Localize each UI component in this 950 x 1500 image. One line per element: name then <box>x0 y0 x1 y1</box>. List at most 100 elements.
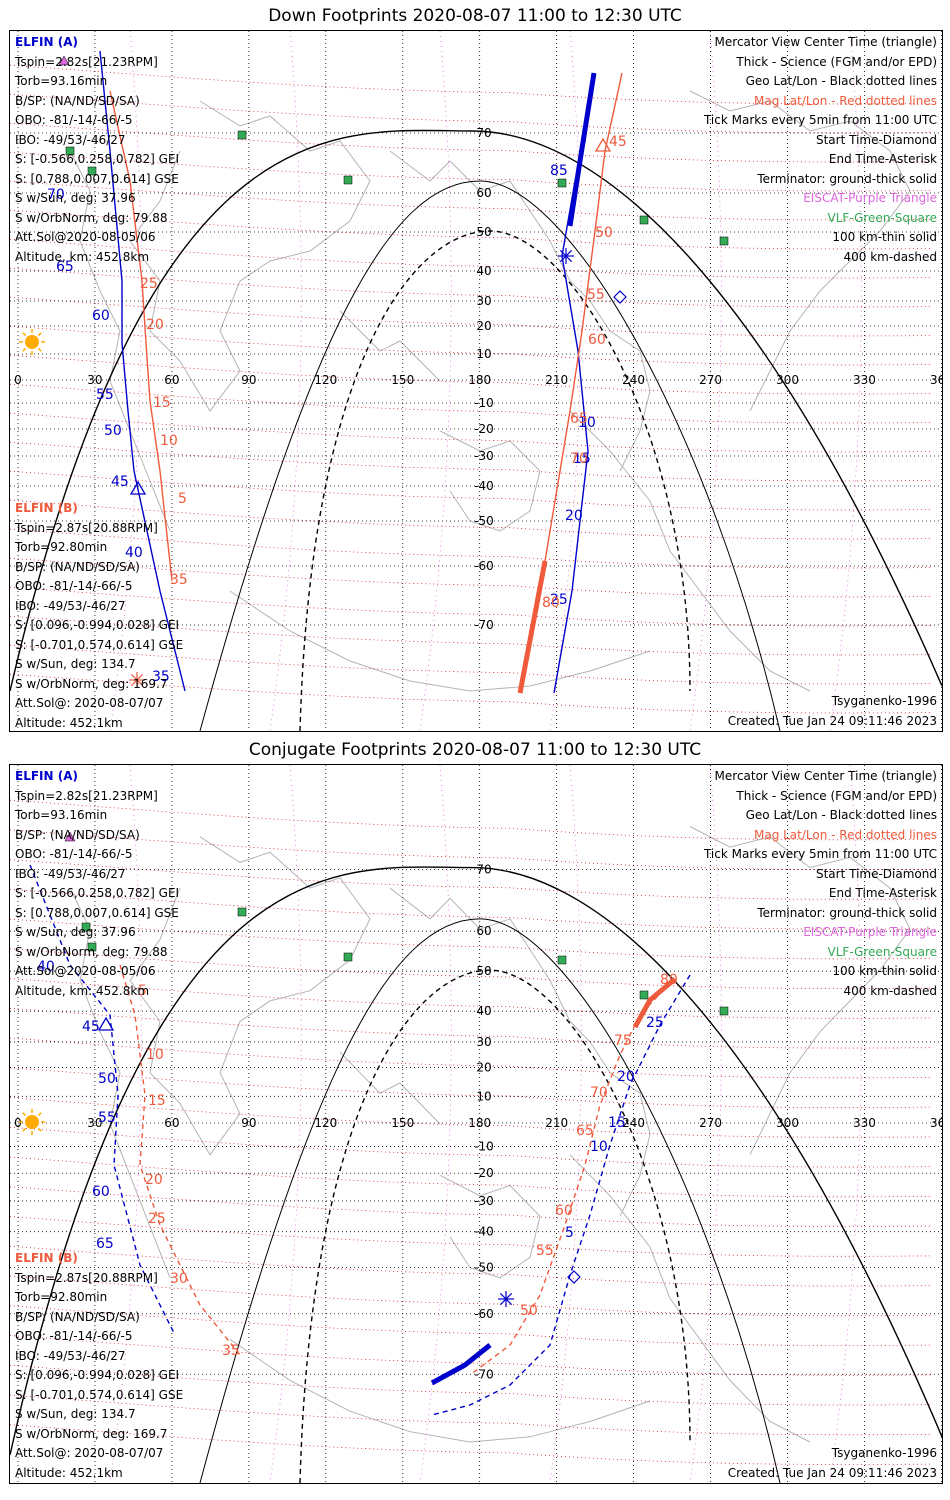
lon-tick-label: 360 <box>930 373 942 387</box>
panel-title: Down Footprints 2020-08-07 11:00 to 12:3… <box>268 6 682 26</box>
legend-item: VLF-Green-Square <box>827 944 937 959</box>
lon-tick-label: 300 <box>776 373 799 387</box>
terminator-400km <box>299 969 691 1483</box>
lat-tick-label: -10 <box>474 1140 494 1154</box>
mag-lat-line <box>10 1364 931 1406</box>
mag-lat-line <box>10 1067 931 1109</box>
vlf-square <box>557 178 567 188</box>
legend-item: Terminator: ground-thick solid <box>757 171 937 186</box>
lat-tick-label: 40 <box>476 1004 491 1018</box>
track-tick-label: 10 <box>160 433 178 449</box>
legend-item: Geo Lat/Lon - Black dotted lines <box>745 74 937 88</box>
track-tick-label: 60 <box>555 1203 573 1219</box>
lat-tick-label: 10 <box>476 347 491 361</box>
track-tick-label: 25 <box>140 276 158 292</box>
elfin-a-down-track <box>99 50 186 692</box>
track-tick-label: 55 <box>536 1243 554 1259</box>
legend-item: VLF-Green-Square <box>827 210 937 225</box>
track-tick-label: 5 <box>138 983 147 999</box>
terminator-ground <box>10 129 942 692</box>
mag-lat-line <box>10 1305 931 1346</box>
info-line: IBO: -49/53/-46/27 <box>15 866 126 881</box>
lat-tick-label: -40 <box>474 479 494 493</box>
lat-tick-label: 40 <box>476 264 491 278</box>
legend-item: EISCAT-Purple Triangle <box>803 191 937 205</box>
legend-item: Mercator View Center Time (triangle) <box>714 35 937 49</box>
info-line: B/SP: (NA/ND/SD/SA) <box>15 559 140 574</box>
coastline <box>69 887 171 1279</box>
mag-lat-line <box>10 859 931 900</box>
vlf-square <box>343 175 353 185</box>
mag-lat-line <box>10 296 931 337</box>
vlf-square <box>87 942 97 952</box>
legend-item: Thick - Science (FGM and/or EPD) <box>736 788 937 803</box>
legend-item: 100 km-thin solid <box>832 964 937 978</box>
track-tick-label: 65 <box>570 411 588 427</box>
lon-tick-label: 180 <box>468 1116 491 1130</box>
lat-tick-label: -20 <box>474 1166 494 1180</box>
lon-tick-label: 60 <box>164 1116 179 1130</box>
info-line: Att.Sol@2020-08-05/06 <box>15 230 156 244</box>
end-asterisk <box>130 673 144 687</box>
down-footprints-panel: Down Footprints 2020-08-07 11:00 to 12:3… <box>0 0 950 740</box>
lat-tick-label: -60 <box>474 1307 494 1321</box>
mag-lat-line <box>10 1275 931 1317</box>
coastline <box>229 1338 651 1443</box>
elfin-b-info: ELFIN (B) Tspin=2.87s[20.88RPM] Torb=92.… <box>15 499 183 731</box>
mag-lat-line <box>10 122 931 163</box>
conjugate-footprints-panel: Conjugate Footprints 2020-08-07 11:00 to… <box>0 740 950 1500</box>
sun-ray <box>22 347 27 352</box>
track-tick-label: 30 <box>170 1271 188 1287</box>
mag-lat-line <box>10 948 931 989</box>
terminator-100km <box>199 918 781 1483</box>
mag-lat-line <box>10 586 931 627</box>
mag-lat-line <box>10 354 931 395</box>
coastline <box>689 90 911 412</box>
vlf-square <box>81 922 91 932</box>
track-tick-label: 60 <box>92 1184 110 1200</box>
track-tick-label: 15 <box>153 395 171 411</box>
mag-lat-line <box>10 93 931 134</box>
info-line: S: [0.788,0.007,0.614] GSE <box>15 905 179 920</box>
start-diamond <box>613 290 627 304</box>
track-tick-label: 15 <box>573 451 591 467</box>
elfin-a-info: ELFIN (A) Tspin=2.82s[21.23RPM] Torb=93.… <box>15 767 179 1001</box>
info-line: Torb=92.80min <box>15 540 108 554</box>
info-line: S w/OrbNorm, deg: 79.88 <box>15 944 168 959</box>
legend-item: EISCAT-Purple Triangle <box>803 925 937 939</box>
mag-lat-line <box>10 978 931 1019</box>
mag-lat-line <box>10 1186 931 1227</box>
lat-tick-label: 70 <box>476 863 491 877</box>
mag-lat-line <box>10 1126 931 1168</box>
terminator-400km <box>299 230 691 731</box>
center-triangle <box>129 480 147 495</box>
lat-tick-label: -30 <box>474 449 494 463</box>
mag-lat-line <box>10 918 931 960</box>
info-line: Att.Sol@: 2020-08-07/07 <box>15 696 164 710</box>
legend-item: End Time-Asterisk <box>828 152 937 166</box>
track-tick-label: 25 <box>646 1015 664 1031</box>
mag-lat-line <box>10 325 931 366</box>
info-line: OBO: -81/-14/-66/-5 <box>15 1329 133 1343</box>
coastline <box>339 1051 441 1125</box>
map-legend: Mercator View Center Time (triangle) Thi… <box>704 33 937 267</box>
legend-item: 100 km-thin solid <box>832 230 937 244</box>
legend-item: End Time-Asterisk <box>828 886 937 900</box>
map-frame: 0 30 60 90 120 150 180 210 240 270 300 330 360 70 60 50… <box>9 30 943 732</box>
lon-tick-label: 210 <box>545 373 568 387</box>
elfin-a-conj-track-2-science <box>430 1343 492 1386</box>
terminator-100km <box>199 180 781 731</box>
track-tick-label: 10 <box>146 1047 164 1063</box>
info-line: S: [0.096,-0.994,0.028] GEI <box>15 618 180 632</box>
mag-lon-line <box>109 31 142 731</box>
map-frame: 0 30 60 90 120 150 180 210 240 270 300 330 360 70 60 50… <box>9 764 943 1484</box>
coastline <box>69 150 171 532</box>
track-tick-label: 50 <box>595 225 613 241</box>
vlf-square <box>639 215 649 225</box>
mag-lat-line <box>10 499 931 540</box>
lat-tick-label: 30 <box>476 294 491 308</box>
info-line: Tspin=2.87s[20.88RPM] <box>15 520 158 535</box>
info-line: Torb=92.80min <box>15 1290 108 1304</box>
sun-ray <box>37 347 42 352</box>
elfin-b-conj-track <box>119 964 241 1356</box>
